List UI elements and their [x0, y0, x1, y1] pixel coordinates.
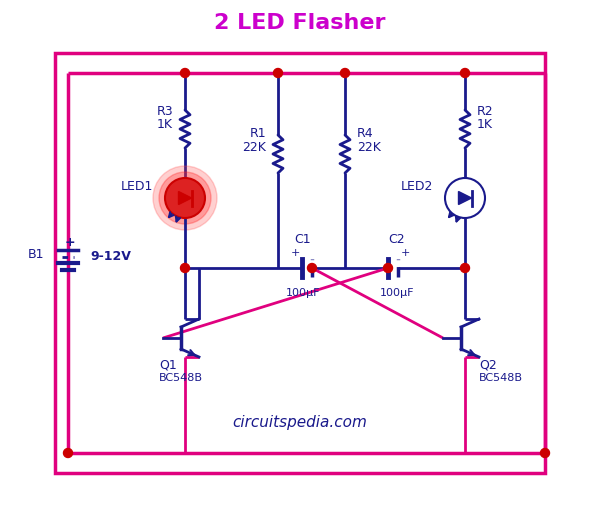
Text: LED1: LED1 — [121, 180, 153, 193]
Text: C2: C2 — [389, 233, 406, 246]
Circle shape — [159, 172, 211, 224]
Text: R1: R1 — [250, 127, 266, 140]
Text: 1K: 1K — [157, 118, 173, 131]
Text: Q1: Q1 — [159, 358, 177, 371]
Circle shape — [308, 263, 317, 272]
Text: +: + — [290, 248, 299, 258]
Text: R4: R4 — [357, 127, 374, 140]
Text: LED2: LED2 — [401, 180, 433, 193]
Circle shape — [341, 69, 349, 78]
Text: 9-12V: 9-12V — [90, 250, 131, 262]
Text: R2: R2 — [477, 105, 494, 118]
Circle shape — [461, 263, 470, 272]
Text: BC548B: BC548B — [479, 373, 523, 383]
Circle shape — [64, 448, 73, 457]
Text: Q2: Q2 — [479, 358, 497, 371]
Text: 22K: 22K — [242, 141, 266, 154]
Text: circuitspedia.com: circuitspedia.com — [233, 416, 367, 430]
Text: B1: B1 — [28, 249, 44, 261]
Polygon shape — [458, 192, 472, 204]
Text: R3: R3 — [157, 105, 173, 118]
Bar — [55, 53, 545, 473]
Circle shape — [153, 166, 217, 230]
Text: 100μF: 100μF — [286, 288, 320, 298]
Text: 100μF: 100μF — [380, 288, 414, 298]
Circle shape — [181, 69, 190, 78]
Circle shape — [541, 448, 550, 457]
Text: BC548B: BC548B — [159, 373, 203, 383]
Circle shape — [181, 263, 190, 272]
Text: +: + — [400, 248, 410, 258]
Circle shape — [165, 178, 205, 218]
Polygon shape — [179, 192, 191, 204]
Circle shape — [274, 69, 283, 78]
Text: 22K: 22K — [357, 141, 381, 154]
Text: C1: C1 — [295, 233, 311, 246]
Circle shape — [383, 263, 392, 272]
Text: 2 LED Flasher: 2 LED Flasher — [214, 13, 386, 33]
Circle shape — [461, 69, 470, 78]
Text: 1K: 1K — [477, 118, 493, 131]
Text: +: + — [65, 235, 76, 249]
